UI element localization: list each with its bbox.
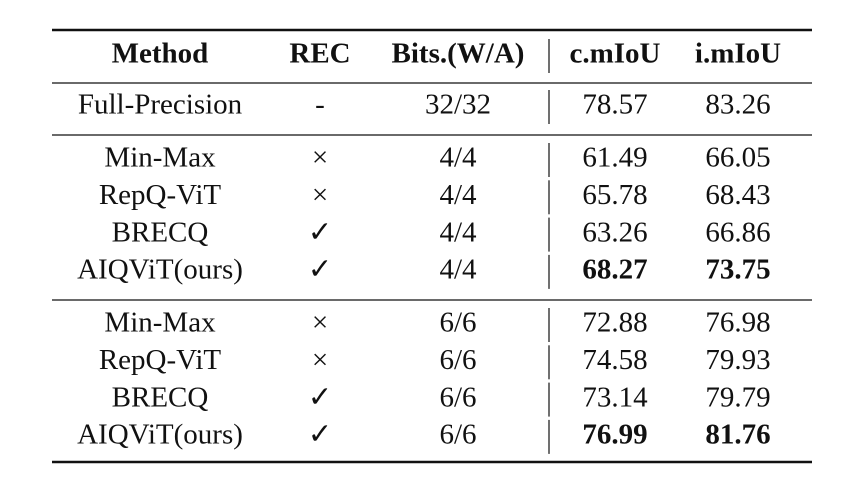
cell: - [315, 89, 325, 121]
cell: ✓ [308, 381, 332, 413]
cell: ✓ [308, 419, 332, 451]
cell: × [312, 142, 328, 174]
cell: 6/6 [439, 307, 476, 339]
cell: BRECQ [112, 216, 209, 248]
cell: 74.58 [582, 344, 647, 376]
cell: 76.98 [705, 307, 770, 339]
cell: 4/4 [439, 216, 477, 248]
cell: 66.05 [705, 142, 770, 174]
cell: 81.76 [705, 419, 770, 451]
cell: × [312, 307, 328, 339]
header-cell: Method [112, 38, 209, 70]
header-cell: i.mIoU [695, 38, 781, 70]
cell: 4/4 [439, 254, 477, 286]
cell: BRECQ [112, 381, 209, 413]
cell: 61.49 [582, 142, 647, 174]
cell: 83.26 [705, 89, 770, 121]
cell: × [312, 344, 328, 376]
cell: 6/6 [439, 344, 476, 376]
cell: 68.27 [582, 254, 647, 286]
header-cell: Bits.(W/A) [392, 38, 525, 70]
cell: 79.93 [705, 344, 770, 376]
cell: × [312, 179, 328, 211]
cell: 78.57 [582, 89, 647, 121]
cell: ✓ [308, 216, 332, 248]
cell: 73.14 [582, 381, 648, 413]
header-cell: c.mIoU [569, 38, 660, 70]
cell: 68.43 [705, 179, 770, 211]
cell: 4/4 [439, 142, 477, 174]
cell: 63.26 [582, 216, 647, 248]
cell: ✓ [308, 254, 332, 286]
cell: 4/4 [439, 179, 477, 211]
cell: 76.99 [582, 419, 647, 451]
cell: RepQ-ViT [99, 179, 222, 211]
cell: AIQViT(ours) [77, 419, 243, 451]
cell: 65.78 [582, 179, 647, 211]
header-cell: REC [289, 38, 350, 70]
cell: Full-Precision [78, 89, 243, 121]
cell: Min-Max [104, 307, 216, 339]
cell: RepQ-ViT [99, 344, 222, 376]
cell: 66.86 [705, 216, 770, 248]
cell: 6/6 [439, 419, 476, 451]
cell: 79.79 [705, 381, 770, 413]
cell: AIQViT(ours) [77, 254, 243, 286]
cell: 73.75 [705, 254, 770, 286]
cell: Min-Max [104, 142, 216, 174]
cell: 6/6 [439, 381, 476, 413]
cell: 32/32 [425, 89, 491, 121]
cell: 72.88 [582, 307, 647, 339]
